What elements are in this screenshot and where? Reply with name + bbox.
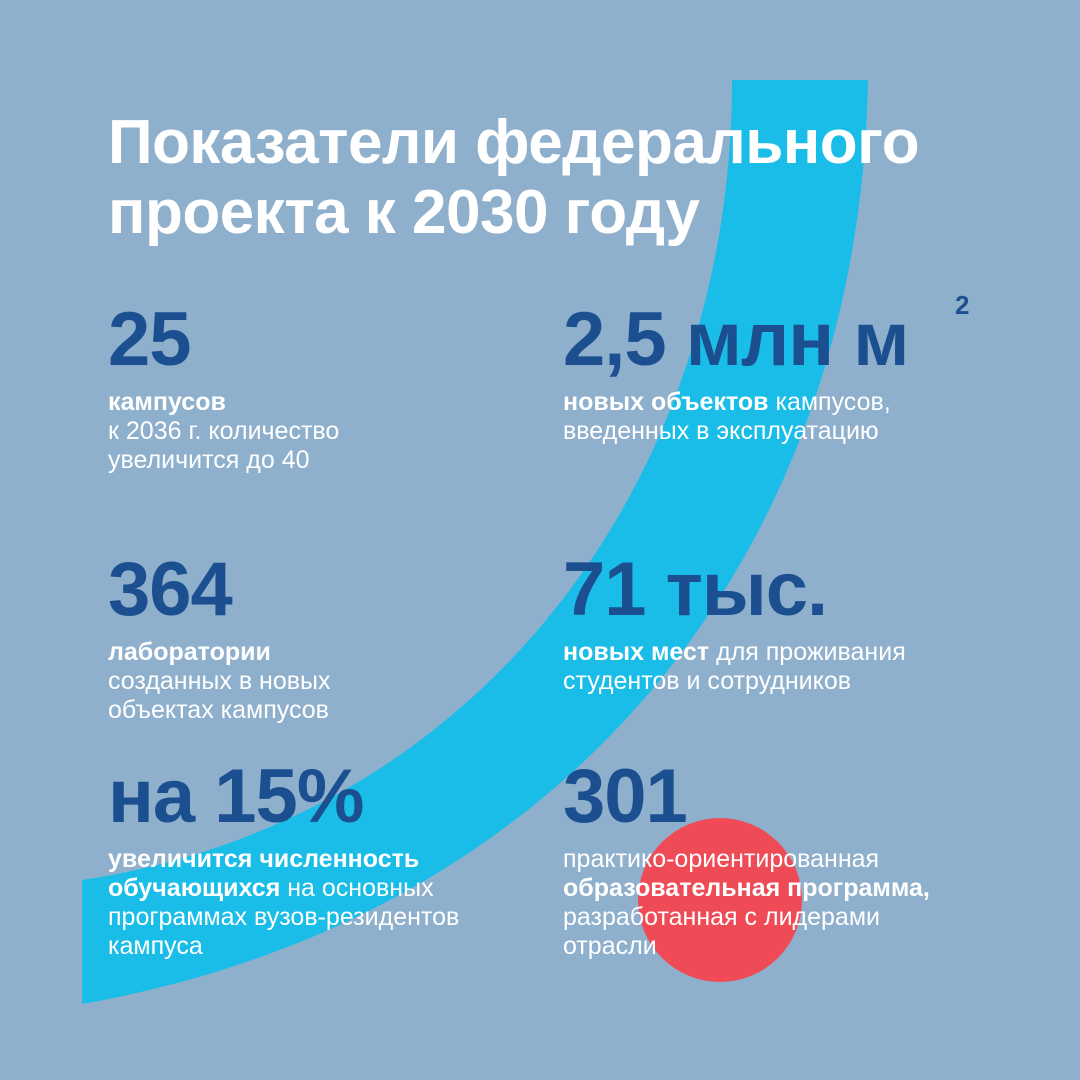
- stat-area-description: новых объектов кампусов, введенных в экс…: [563, 388, 909, 446]
- stat-campuses-description: кампусов к 2036 г. количество увеличится…: [108, 388, 339, 475]
- stat-labs: 364 лаборатории созданных в новых объект…: [108, 550, 331, 725]
- page-title: Показатели федерального проекта к 2030 г…: [108, 108, 920, 248]
- stat-programs-line-1: практико-ориентированная: [563, 845, 880, 873]
- stat-labs-line-1: созданных в новых: [108, 667, 331, 695]
- stat-campuses-bold: кампусов: [108, 388, 226, 416]
- stat-programs-line-4: отрасли: [563, 932, 657, 960]
- stat-labs-line-2: объектах кампусов: [108, 696, 329, 724]
- stat-students-value: на 15%: [108, 754, 364, 839]
- stat-students-line-4: кампуса: [108, 932, 203, 960]
- stat-places-value: 71 тыс.: [563, 547, 828, 632]
- stat-labs-bold: лаборатории: [108, 638, 271, 666]
- stat-places-bold: новых мест: [563, 638, 710, 666]
- title-line-1: Показатели федерального: [108, 108, 920, 177]
- stat-area-superscript: 2: [955, 290, 970, 320]
- stat-programs-bold: образовательная программа,: [563, 874, 930, 902]
- stat-places-line-2: студентов и сотрудников: [563, 667, 852, 695]
- stat-places: 71 тыс. новых мест для проживания студен…: [563, 550, 906, 696]
- stat-students-line-2-rest: на основных: [280, 874, 434, 902]
- stat-programs-line-3: разработанная с лидерами: [563, 903, 880, 931]
- stat-places-description: новых мест для проживания студентов и со…: [563, 638, 906, 696]
- stat-labs-description: лаборатории созданных в новых объектах к…: [108, 638, 331, 725]
- stat-area-line-2: введенных в эксплуатацию: [563, 417, 879, 445]
- stat-programs-value: 301: [563, 754, 688, 839]
- stat-students-line-3: программах вузов-резидентов: [108, 903, 460, 931]
- stat-places-line-1-rest: для проживания: [709, 638, 906, 666]
- stat-area-line-1-rest: кампусов,: [768, 388, 891, 416]
- stat-students-bold-2: обучающихся: [108, 874, 281, 902]
- decorative-red-circle: [638, 818, 802, 982]
- stat-students: на 15% увеличится численность обучающихс…: [108, 757, 459, 961]
- stat-campuses-line-1: к 2036 г. количество: [108, 417, 340, 445]
- stat-students-bold-1: увеличится численность: [108, 845, 420, 873]
- decorative-arc: [82, 80, 868, 1004]
- stat-labs-value: 364: [108, 547, 233, 632]
- stat-area: 2,5 млн м 2 новых объектов кампусов, вве…: [563, 290, 969, 446]
- stat-students-description: увеличится численность обучающихся на ос…: [108, 845, 459, 961]
- stat-campuses-line-2: увеличится до 40: [108, 446, 310, 474]
- stat-area-bold: новых объектов: [563, 388, 769, 416]
- title-line-2: проекта к 2030 году: [108, 178, 700, 247]
- stat-area-value: 2,5 млн м: [563, 297, 910, 382]
- stat-campuses-value: 25: [108, 297, 192, 382]
- stat-programs-description: практико-ориентированная образовательная…: [563, 845, 930, 961]
- stat-programs: 301 практико-ориентированная образовател…: [563, 757, 930, 961]
- stat-campuses: 25 кампусов к 2036 г. количество увеличи…: [108, 300, 339, 475]
